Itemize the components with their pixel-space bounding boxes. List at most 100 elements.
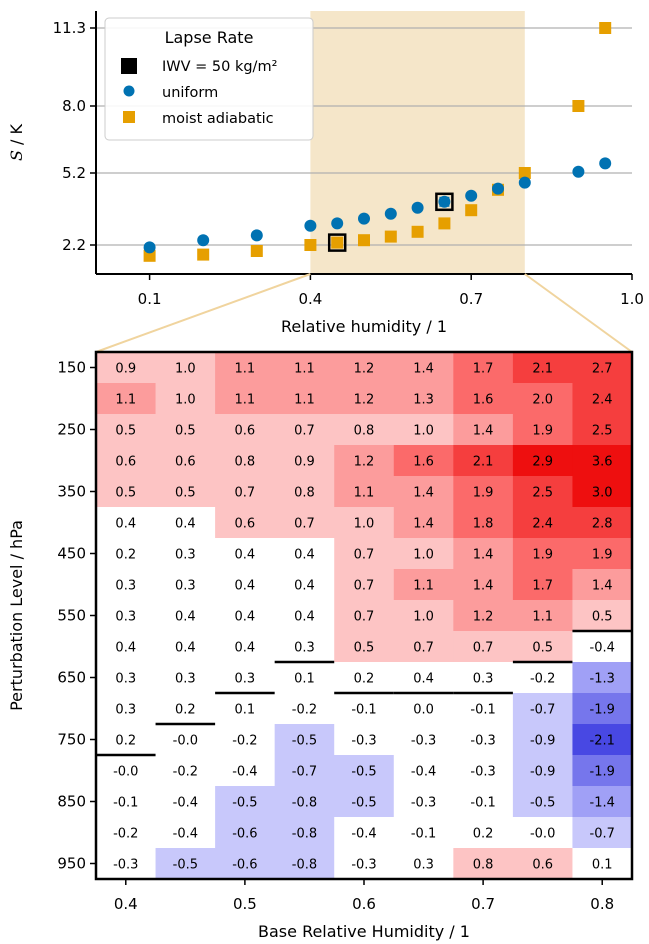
heatmap-cell-value: 1.3 — [413, 393, 434, 408]
heatmap-cell — [274, 631, 335, 663]
heatmap-cell — [393, 755, 454, 787]
heatmap-cell-value: 0.3 — [294, 641, 315, 656]
heatmap-cell — [453, 569, 514, 601]
heatmap-cell-value: 0.1 — [592, 858, 613, 873]
heatmap-cell — [572, 662, 633, 694]
heatmap-cell — [274, 507, 335, 539]
heatmap-cell-value: -0.5 — [530, 796, 555, 811]
heatmap-cell — [572, 693, 633, 725]
heatmap-cell-value: 0.3 — [115, 579, 136, 594]
moist-adiabatic-point — [411, 225, 424, 238]
scatter-axes — [95, 11, 632, 275]
heatmap-cell-value: 1.4 — [413, 362, 434, 377]
heatmap-cell-value: 0.4 — [235, 579, 256, 594]
moist-adiabatic-point — [384, 230, 397, 243]
heatmap-cell-value: 0.7 — [354, 610, 375, 625]
zoom-connector-lines — [95, 273, 633, 353]
heatmap-cell — [96, 569, 157, 601]
heatmap-cell — [512, 352, 573, 384]
heatmap-cell — [393, 569, 454, 601]
heatmap-cell — [453, 414, 514, 446]
heatmap-cell — [393, 631, 454, 663]
heatmap-cell-value: 0.2 — [115, 548, 136, 563]
heatmap-cell — [96, 786, 157, 818]
uniform-point — [143, 241, 156, 254]
heatmap-cell-value: 0.7 — [235, 486, 256, 501]
heatmap-cell — [334, 445, 395, 477]
heatmap-cell-value: 0.8 — [473, 858, 494, 873]
heatmap-cell — [215, 414, 276, 446]
heatmap-cell-value: 0.2 — [175, 703, 196, 718]
heatmap-cell — [274, 352, 335, 384]
heatmap-cell — [274, 538, 335, 570]
heatmap-cell — [512, 786, 573, 818]
heatmap-cell — [334, 538, 395, 570]
heatmap-cell-value: -0.2 — [232, 734, 257, 749]
heatmap-cell-value: 0.9 — [115, 362, 136, 377]
heatmap-cell — [96, 724, 157, 756]
moist-adiabatic-point — [358, 234, 370, 247]
heatmap-cell-value: 2.5 — [532, 486, 553, 501]
heatmap-cell — [334, 476, 395, 508]
heatmap-cell — [215, 352, 276, 384]
heatmap-cell — [393, 848, 454, 880]
heatmap-cell-value: -0.4 — [232, 765, 257, 780]
heatmap-cell — [274, 600, 335, 632]
y-tick-label: 650 — [57, 669, 86, 687]
heatmap-cell-value: -0.5 — [292, 734, 317, 749]
heatmap-cell — [393, 817, 454, 849]
heatmap-cell-value: 0.3 — [115, 610, 136, 625]
heatmap-cell-value: 0.2 — [115, 734, 136, 749]
heatmap-cell — [453, 662, 514, 694]
heatmap-cell — [96, 600, 157, 632]
heatmap-cell-value: 1.1 — [235, 393, 256, 408]
heatmap-cell — [155, 631, 216, 663]
heatmap-cell-value: 1.1 — [235, 362, 256, 377]
heatmap-cell-value: 0.5 — [115, 424, 136, 439]
heatmap-cell-value: -0.2 — [530, 672, 555, 687]
heatmap-cell — [215, 755, 276, 787]
heatmap-cell-value: -0.8 — [292, 796, 317, 811]
heatmap-cell-value: 0.6 — [115, 455, 136, 470]
tropopause-markers — [96, 629, 632, 757]
y-tick-label: 350 — [57, 483, 86, 501]
heatmap-cell-value: -0.1 — [351, 703, 376, 718]
moist-adiabatic-point — [304, 239, 317, 251]
heatmap-cell-value: 1.0 — [413, 548, 434, 563]
heatmap-cell — [453, 445, 514, 477]
scatter-y-axis-label: S / K — [7, 123, 26, 161]
heatmap-cell-value: 2.4 — [532, 517, 553, 532]
heatmap-cell — [334, 600, 395, 632]
heatmap-cell-value: 0.5 — [592, 610, 613, 625]
x-tick-label: 0.7 — [459, 290, 483, 308]
heatmap-cell — [453, 600, 514, 632]
heatmap-cell-value: 1.1 — [532, 610, 553, 625]
heatmap-panel: 0.9 1.0 1.1 1.1 1.2 1.4 1.7 2.1 2.7 1.1 1.0 1.1 1.1 1… — [7, 350, 634, 941]
heatmap-cell-value: 0.3 — [413, 858, 434, 873]
heatmap-cell — [572, 600, 633, 632]
heatmap-cell — [512, 476, 573, 508]
heatmap-cell-value: -0.5 — [351, 796, 376, 811]
heatmap-cell-value: 1.8 — [473, 517, 494, 532]
heatmap-cell — [215, 383, 276, 415]
heatmap-cell — [96, 693, 157, 725]
heatmap-cell — [96, 352, 157, 384]
heatmap-cell-value: -0.1 — [411, 827, 436, 842]
heatmap-cell-value: -0.3 — [470, 765, 495, 780]
heatmap-cell-value: 0.7 — [413, 641, 434, 656]
heatmap-cell — [572, 538, 633, 570]
connector-left — [95, 273, 311, 353]
heatmap-cell — [453, 755, 514, 787]
heatmap-cell-value: 0.3 — [175, 672, 196, 687]
heatmap-cell — [274, 786, 335, 818]
heatmap-cell — [215, 848, 276, 880]
y-tick-label: 2.2 — [62, 236, 86, 254]
heatmap-cell-value: 2.4 — [592, 393, 613, 408]
heatmap-cell-value: 0.5 — [115, 486, 136, 501]
heatmap-cell-value: 0.3 — [175, 548, 196, 563]
y-tick-label: 11.3 — [53, 19, 86, 37]
heatmap-cell — [155, 538, 216, 570]
heatmap-cell — [215, 662, 276, 694]
legend-label-iwv: IWV = 50 kg/m² — [162, 59, 277, 75]
legend-marker-iwv — [121, 58, 137, 74]
